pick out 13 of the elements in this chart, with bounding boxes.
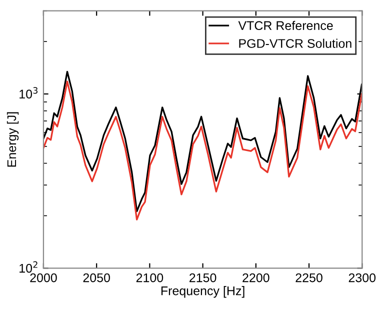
y-tick-label: 10$^{2}$ (20, 261, 38, 273)
x-tick-label: 2100 (136, 273, 164, 282)
legend-label: VTCR Reference (238, 20, 333, 30)
x-tick-label: 2300 (348, 273, 376, 282)
x-tick-label: 2150 (190, 273, 216, 282)
legend-label: PGD-VTCR Solution (239, 38, 352, 48)
y-tick-label: 10$^{3}$ (20, 87, 38, 99)
x-tick-label: 2050 (83, 273, 110, 282)
x-tick-label: 2250 (296, 273, 322, 282)
x-tick-label: 2000 (30, 273, 57, 282)
x-axis-title: Frequency [Hz] (161, 286, 244, 298)
y-axis-title: Energy [J] (6, 112, 19, 167)
x-tick-label: 2200 (242, 273, 270, 282)
